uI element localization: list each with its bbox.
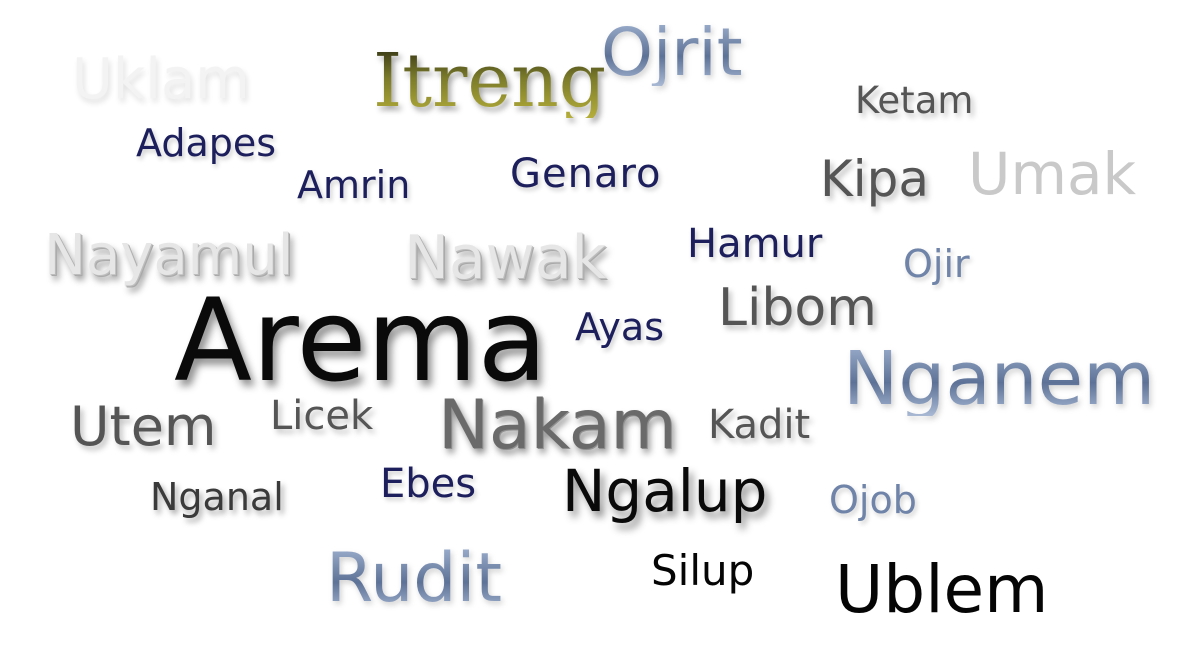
word-arema: Arema	[174, 274, 548, 407]
word-hamur: Hamur	[687, 221, 823, 267]
word-ketam: Ketam	[855, 79, 974, 122]
word-ublem: Ublem	[835, 551, 1049, 628]
word-amrin: Amrin	[297, 163, 411, 207]
word-nawak: Nawak	[404, 223, 607, 293]
word-umak: Umak	[968, 140, 1137, 208]
word-libom: Libom	[718, 278, 877, 338]
word-ebes: Ebes	[380, 461, 477, 507]
word-nganem: Nganem	[843, 336, 1156, 422]
word-utem: Utem	[70, 395, 217, 458]
word-nakam: Nakam	[438, 386, 677, 465]
word-ayas: Ayas	[575, 305, 664, 349]
word-silup: Silup	[651, 546, 755, 595]
word-kadit: Kadit	[708, 402, 811, 448]
word-genaro: Genaro	[510, 151, 662, 197]
word-ojir: Ojir	[903, 242, 970, 286]
word-itreng: Itreng	[373, 38, 607, 124]
word-rudit: Rudit	[326, 539, 503, 618]
word-adapes: Adapes	[136, 121, 277, 165]
word-ojrit: Ojrit	[601, 14, 743, 91]
word-ngalup: Ngalup	[562, 457, 768, 525]
word-nayamul: Nayamul	[44, 223, 294, 288]
word-nganal: Nganal	[150, 475, 284, 519]
word-kipa: Kipa	[820, 150, 930, 208]
word-uklam: Uklam	[72, 47, 250, 112]
word-licek: Licek	[270, 393, 374, 439]
word-ojob: Ojob	[829, 478, 917, 522]
